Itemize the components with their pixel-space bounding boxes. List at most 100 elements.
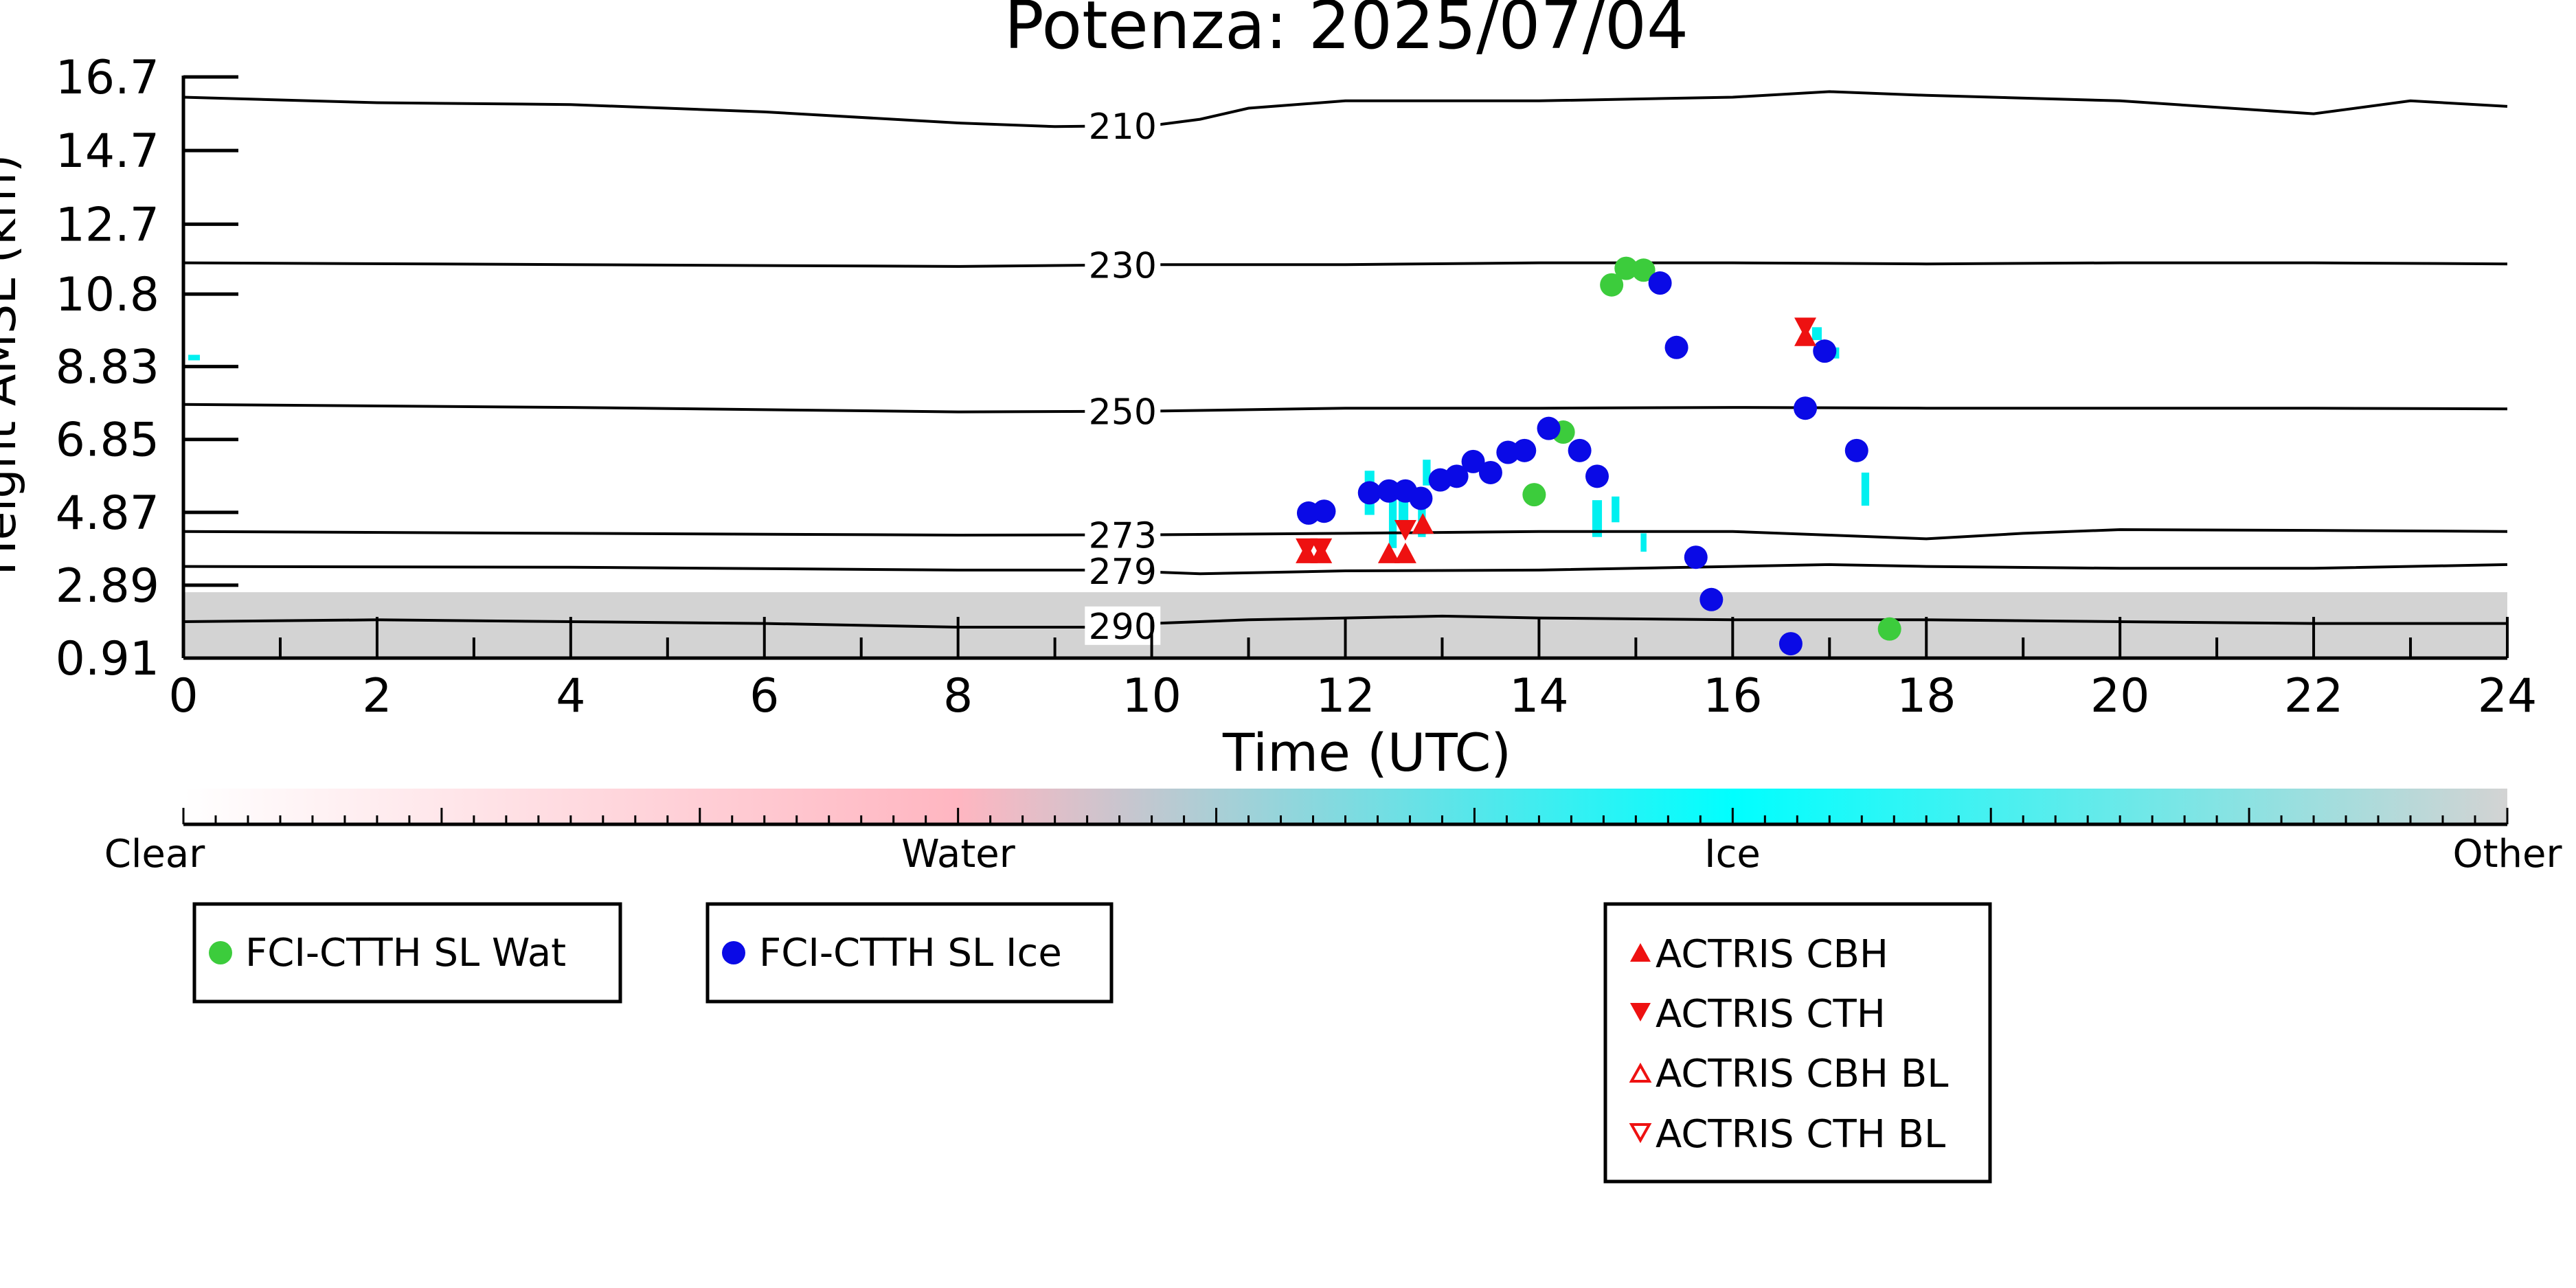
data-point [1813, 339, 1837, 363]
legend-marker-cbh [1630, 943, 1651, 962]
data-point [1600, 273, 1624, 297]
data-point [1377, 479, 1401, 503]
x-tick-label: 4 [556, 669, 585, 723]
x-tick-label: 2 [362, 669, 392, 723]
data-point [1310, 538, 1333, 559]
isotherm-label: 210 [1089, 106, 1157, 148]
isotherm-line [183, 261, 2508, 268]
y-tick-label: 6.85 [56, 414, 159, 468]
data-point [1412, 512, 1434, 534]
y-tick-label: 2.89 [56, 559, 159, 613]
legend-marker-cth-bl [1629, 1123, 1652, 1144]
legend-box [1603, 902, 1992, 1184]
y-tick-label: 4.87 [56, 486, 159, 541]
x-tick-label: 16 [1703, 669, 1763, 723]
data-point [1778, 632, 1803, 656]
isotherm-line [183, 614, 2507, 629]
y-tick-label: 14.7 [56, 124, 159, 179]
colorbar-label-ice: Ice [1704, 832, 1761, 877]
data-point [1461, 449, 1485, 473]
isotherm-label: 250 [1089, 392, 1157, 433]
data-point [1409, 486, 1433, 510]
legend-label-cbh-bl: ACTRIS CBH BL [1656, 1052, 1948, 1096]
legend-label-cbh: ACTRIS CBH [1656, 932, 1888, 977]
y-tick-label: 12.7 [56, 198, 159, 252]
data-point [1394, 542, 1416, 563]
isotherm-label-bg [1085, 245, 1161, 284]
x-tick-label: 10 [1122, 669, 1182, 723]
data-point [1296, 538, 1318, 559]
isotherm-label-bg [1085, 515, 1161, 554]
y-tick-label: 0.91 [56, 632, 159, 686]
data-point [1377, 542, 1400, 563]
chart-title: Potenza: 2025/07/04 [1004, 0, 1688, 64]
isotherm-line [183, 90, 2508, 128]
colorbar-label-other: Other [2452, 832, 2562, 877]
isotherm-label: 273 [1089, 516, 1157, 557]
legend-label-water: FCI-CTTH SL Wat [245, 931, 566, 975]
legend-box [192, 902, 622, 1004]
ice-patch [1388, 485, 1397, 548]
legend-ice: FCI-CTTH SL Ice [705, 902, 1114, 1004]
data-point [1664, 335, 1688, 359]
ice-patch-group [188, 327, 1870, 552]
legend-label-cth-bl: ACTRIS CTH BL [1656, 1112, 1945, 1157]
isotherm-label: 230 [1089, 246, 1157, 287]
x-tick-label: 24 [2478, 669, 2538, 723]
x-tick-label: 0 [168, 669, 198, 723]
colorbar-ticks [182, 808, 2509, 824]
data-point [1585, 464, 1609, 488]
x-tick-label: 14 [1509, 669, 1569, 723]
isotherm-line [183, 528, 2508, 541]
ice-patch [1811, 327, 1822, 341]
data-point [1631, 258, 1656, 282]
legend-box [705, 902, 1114, 1004]
legend-label-ice: FCI-CTTH SL Ice [759, 931, 1062, 975]
isotherm-label-bg [1085, 606, 1161, 645]
legend-marker-cth [1630, 1003, 1651, 1021]
data-point [1537, 416, 1561, 440]
data-point [1684, 545, 1708, 569]
x-tick-label: 6 [749, 669, 779, 723]
y-axis-label: Height AMSL (km) [0, 155, 27, 576]
ice-patch [1592, 500, 1603, 537]
data-point [1394, 520, 1416, 541]
axes: 0 2 4 6 8 10 12 14 16 18 20 22 240.912.894.876.858.8… [56, 51, 2538, 723]
legend-marker-ice [722, 941, 745, 964]
legend-marker-cbh-bl [1629, 1062, 1652, 1083]
data-point [1513, 438, 1537, 462]
colorbar: Clear Water Ice Other [104, 789, 2562, 877]
x-tick-label: 8 [943, 669, 973, 723]
isotherm-label: 290 [1089, 607, 1157, 648]
data-point [1794, 396, 1818, 420]
data-point [1312, 499, 1336, 523]
y-tick-label: 8.83 [56, 341, 159, 395]
data-point [1844, 438, 1868, 462]
ice-patch [1423, 460, 1431, 486]
series-markers [1296, 256, 1901, 656]
data-point [1522, 483, 1546, 507]
legend-actris: ACTRIS CBH ACTRIS CTH ACTRIS CBH BL ACTR… [1603, 902, 1992, 1184]
data-point [1568, 438, 1592, 462]
x-tick-label: 22 [2284, 669, 2344, 723]
ice-patch [1861, 472, 1870, 506]
ice-patch [1640, 533, 1647, 552]
isotherm-label: 279 [1089, 552, 1157, 593]
x-tick-label: 18 [1897, 669, 1956, 723]
data-point [1877, 617, 1901, 641]
legend-water: FCI-CTTH SL Wat [192, 902, 622, 1004]
y-tick-label: 10.8 [56, 268, 159, 322]
ice-patch [1612, 496, 1620, 523]
colorbar-label-water: Water [901, 832, 1016, 877]
ice-patch [188, 354, 200, 361]
isotherm-label-bg [1085, 106, 1161, 146]
legend-marker-water [209, 941, 232, 964]
data-point [1794, 317, 1817, 339]
legend-label-cth: ACTRIS CTH [1656, 992, 1886, 1037]
x-tick-label: 20 [2090, 669, 2150, 723]
data-point [1357, 481, 1381, 505]
isotherm-line [183, 563, 2508, 576]
colorbar-label-clear: Clear [104, 832, 205, 877]
